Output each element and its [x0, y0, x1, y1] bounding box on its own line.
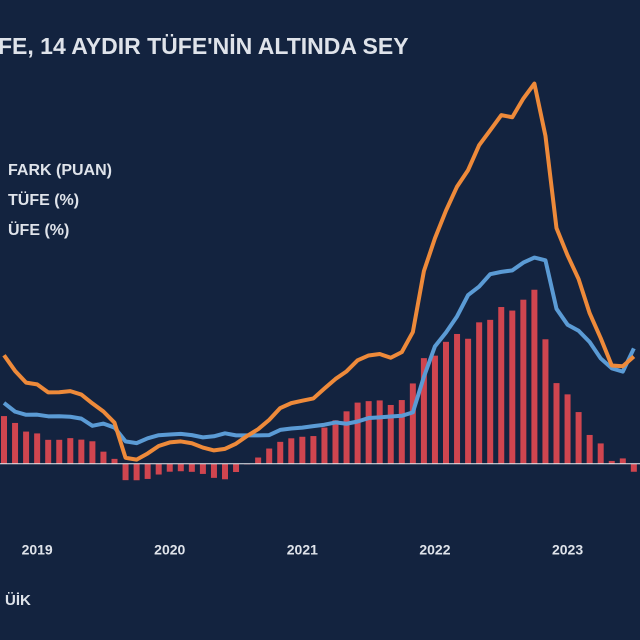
bar — [476, 322, 483, 464]
x-tick-label: 2019 — [22, 542, 53, 558]
bar — [398, 400, 405, 464]
bar — [420, 358, 427, 464]
bar — [188, 463, 195, 472]
bar — [443, 341, 449, 464]
bar — [387, 404, 394, 464]
bar — [321, 427, 328, 464]
bar — [542, 339, 549, 464]
bar — [266, 448, 273, 464]
chart-title: FE, 14 AYDIR TÜFE'NİN ALTINDA SEY — [0, 33, 409, 59]
bar — [56, 439, 63, 464]
bar — [310, 436, 317, 464]
bar — [619, 458, 626, 464]
line — [2, 255, 636, 446]
bar — [332, 420, 339, 464]
bar — [575, 412, 582, 464]
bar — [23, 431, 30, 464]
bar — [100, 451, 107, 464]
bar — [431, 355, 438, 464]
bar — [288, 438, 295, 464]
bar — [89, 441, 96, 464]
x-tick-label: 2020 — [154, 542, 185, 558]
bar — [111, 458, 118, 464]
bar — [210, 463, 217, 478]
bar — [487, 319, 494, 464]
bar — [255, 457, 262, 464]
bar — [376, 400, 383, 464]
legend-label: ÜFE (%) — [8, 220, 69, 239]
legend-label: TÜFE (%) — [8, 190, 79, 209]
bar — [155, 463, 162, 475]
bar — [133, 463, 140, 481]
bar — [553, 383, 560, 464]
x-tick-label: 2022 — [419, 542, 450, 558]
bar — [465, 338, 472, 464]
bar — [1, 416, 7, 464]
bar — [277, 441, 284, 464]
bar — [45, 439, 52, 464]
bar — [564, 394, 571, 464]
bar — [199, 463, 206, 474]
bar — [509, 310, 516, 464]
bar — [630, 463, 637, 472]
bar — [586, 434, 593, 464]
bar — [177, 463, 184, 472]
bar — [144, 463, 151, 479]
bar — [343, 411, 350, 464]
bar — [365, 401, 372, 464]
bar — [299, 436, 306, 464]
bar — [122, 463, 129, 481]
line — [2, 81, 636, 462]
bar — [354, 402, 361, 464]
bar — [608, 460, 615, 464]
x-tick-label: 2023 — [552, 542, 583, 558]
source: ÜİK — [5, 592, 31, 609]
bar — [454, 333, 461, 464]
bar — [222, 463, 228, 480]
bar — [409, 383, 416, 464]
bar — [233, 463, 240, 473]
bar — [166, 463, 173, 472]
legend-label: FARK (PUAN) — [8, 162, 112, 179]
bar — [12, 422, 19, 464]
x-tick-label: 2021 — [287, 542, 318, 558]
bar — [531, 289, 538, 464]
bar — [34, 433, 41, 464]
bar — [520, 299, 527, 464]
bar — [498, 307, 505, 464]
bar — [78, 439, 85, 464]
bar — [597, 443, 604, 464]
bar — [67, 438, 74, 464]
